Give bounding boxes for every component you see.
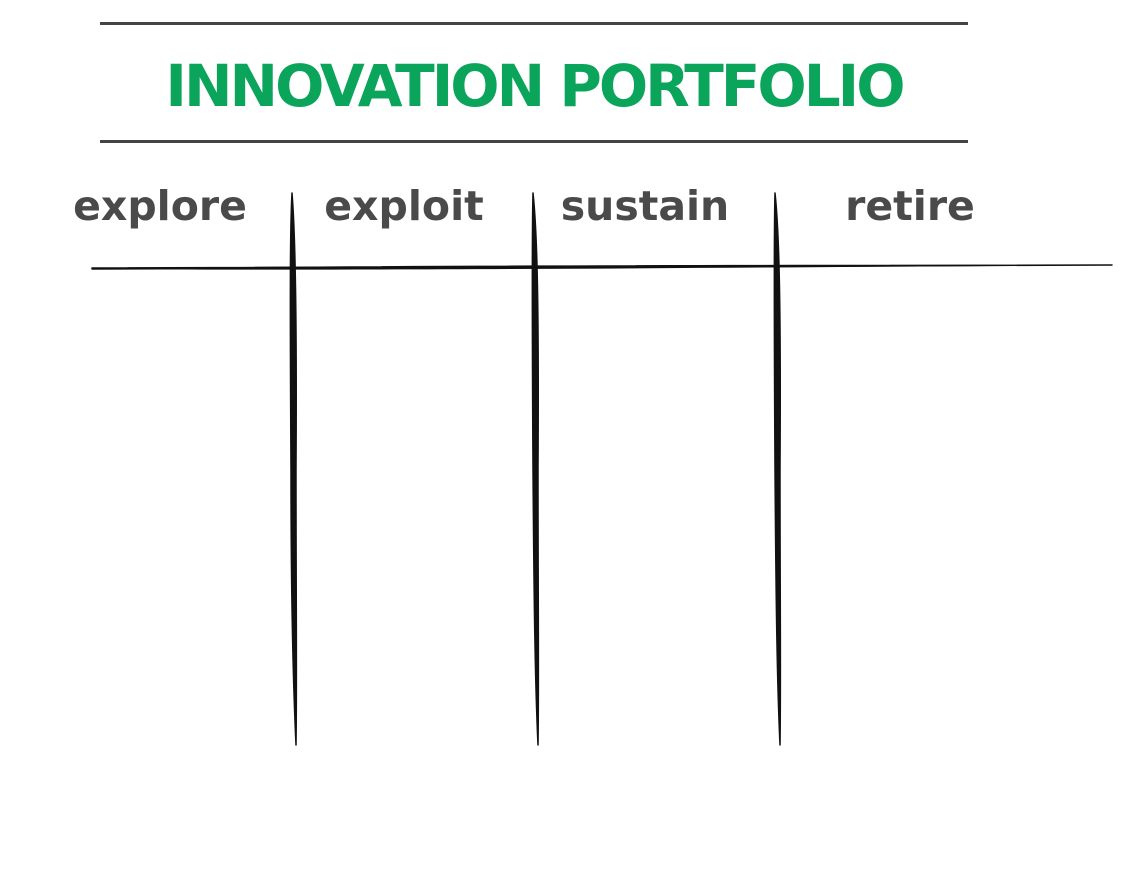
column-label-exploit: exploit xyxy=(324,182,484,230)
column-label-sustain: sustain xyxy=(560,182,730,230)
title-bottom-rule xyxy=(100,140,968,143)
column-label-explore: explore xyxy=(73,182,247,230)
title-top-rule xyxy=(100,22,968,25)
column-divider-2 xyxy=(531,192,540,746)
header-divider-line xyxy=(91,263,1113,271)
page-title: INNOVATION PORTFOLIO xyxy=(165,52,905,120)
column-divider-3 xyxy=(773,192,782,746)
column-label-retire: retire xyxy=(845,182,975,230)
column-divider-1 xyxy=(289,192,298,746)
